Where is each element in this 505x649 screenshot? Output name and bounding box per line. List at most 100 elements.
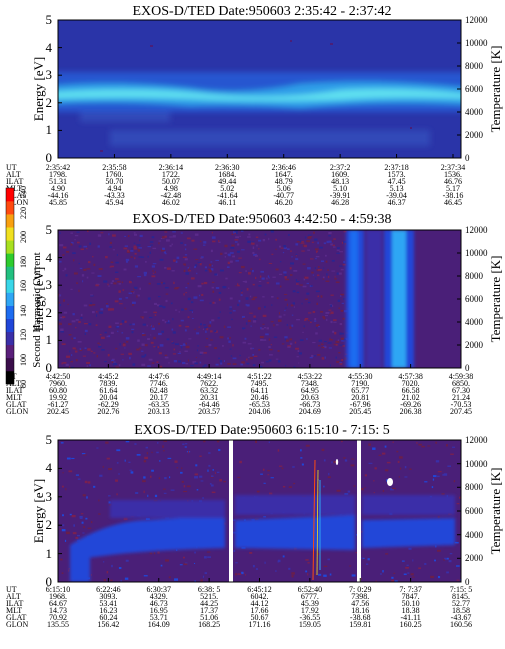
noise-speck [270, 343, 272, 346]
y2-tick-label: 4000 [465, 317, 484, 327]
noise-speck [178, 360, 182, 363]
noise-speck [107, 353, 110, 357]
noise-speck [132, 323, 135, 326]
noise-speck [250, 268, 253, 270]
noise-speck [184, 329, 187, 332]
noise-speck [403, 573, 407, 576]
noise-speck [173, 348, 176, 351]
noise-speck [268, 359, 272, 362]
noise-speck [179, 564, 183, 566]
noise-speck [83, 245, 87, 248]
noise-speck [302, 263, 306, 265]
noise-speck [315, 277, 317, 280]
noise-speck [319, 311, 324, 313]
panel-1: EXOS-D/TED Date:950603 2:35:42 - 2:37:42 [6, 4, 503, 207]
noise-speck [184, 254, 188, 256]
noise-speck [255, 568, 258, 570]
noise-speck [152, 272, 155, 274]
noise-speck [109, 241, 112, 244]
noise-speck [241, 291, 243, 294]
noise-speck [86, 276, 89, 279]
noise-speck [299, 284, 303, 286]
noise-speck [275, 268, 279, 271]
noise-speck [254, 254, 258, 257]
noise-speck [391, 487, 396, 490]
footer-cell: 20.46 [251, 393, 269, 402]
noise-speck [339, 332, 342, 335]
footer-cell: 20.81 [351, 393, 369, 402]
noise-speck [185, 443, 188, 445]
x-tick-label: 4:47:6 [149, 372, 169, 381]
noise-speck [76, 282, 79, 284]
noise-speck [185, 286, 188, 289]
noise-speck [260, 473, 263, 475]
vertical-band-right-core [392, 230, 406, 368]
footer-cell: 171.16 [249, 620, 271, 629]
footer-cell: 1536. [444, 170, 462, 179]
noise-speck [64, 267, 67, 271]
noise-speck [184, 244, 187, 246]
noise-speck [183, 556, 185, 559]
row-label: MLT [6, 393, 22, 402]
noise-speck [131, 248, 135, 250]
noise-speck [246, 304, 250, 307]
colorbar-swatch [6, 201, 14, 215]
noise-speck [151, 469, 154, 472]
noise-speck [211, 286, 214, 289]
noise-speck [250, 325, 252, 327]
noise-speck [418, 567, 421, 569]
noise-speck [126, 341, 129, 343]
footer-cell: 7348. [301, 379, 319, 388]
noise-speck [330, 320, 333, 324]
noise-speck [164, 354, 168, 356]
noise-speck [133, 247, 137, 250]
noise-speck [210, 475, 214, 477]
noise-speck [233, 231, 236, 234]
noise-speck [323, 242, 327, 245]
noise-speck [143, 476, 146, 479]
noise-speck [435, 441, 438, 444]
noise-speck [262, 339, 267, 341]
noise-speck [104, 361, 107, 363]
noise-speck [278, 312, 281, 315]
noise-speck [107, 283, 109, 286]
noise-speck [185, 363, 189, 365]
noise-speck [441, 493, 445, 496]
noise-speck [405, 567, 409, 569]
noise-speck [147, 365, 151, 367]
noise-speck [323, 459, 326, 462]
noise-speck [149, 552, 153, 555]
noise-speck [407, 572, 410, 574]
noise-speck [205, 330, 207, 333]
footer-cell: 5.10 [333, 184, 347, 193]
y-tick-label: 1 [46, 546, 53, 561]
noise-speck [186, 237, 191, 240]
footer-cell: 46.02 [162, 198, 180, 207]
noise-speck [222, 286, 227, 289]
noise-speck [100, 336, 105, 339]
noise-speck [82, 280, 84, 283]
streak [312, 459, 321, 581]
x-tick-label: 4:59:38 [449, 372, 473, 381]
noise-speck [313, 238, 318, 241]
noise-speck [118, 567, 122, 570]
footer-cell: 70.92 [49, 613, 67, 622]
noise-speck [268, 346, 271, 348]
noise-speck [130, 250, 134, 252]
noise-speck [246, 358, 248, 361]
noise-speck [253, 296, 258, 299]
noise-speck [398, 456, 403, 459]
noise-speck [292, 466, 295, 468]
noise-speck [325, 311, 330, 314]
footer-cell: -62.29 [98, 400, 119, 409]
noise-speck [289, 338, 293, 341]
noise-speck [62, 316, 66, 318]
noise-speck [114, 278, 119, 280]
noise-speck [248, 233, 251, 236]
footer-cell: 5.02 [220, 184, 234, 193]
noise-speck [242, 341, 247, 344]
noise-speck [431, 486, 434, 489]
noise-speck [115, 322, 119, 325]
